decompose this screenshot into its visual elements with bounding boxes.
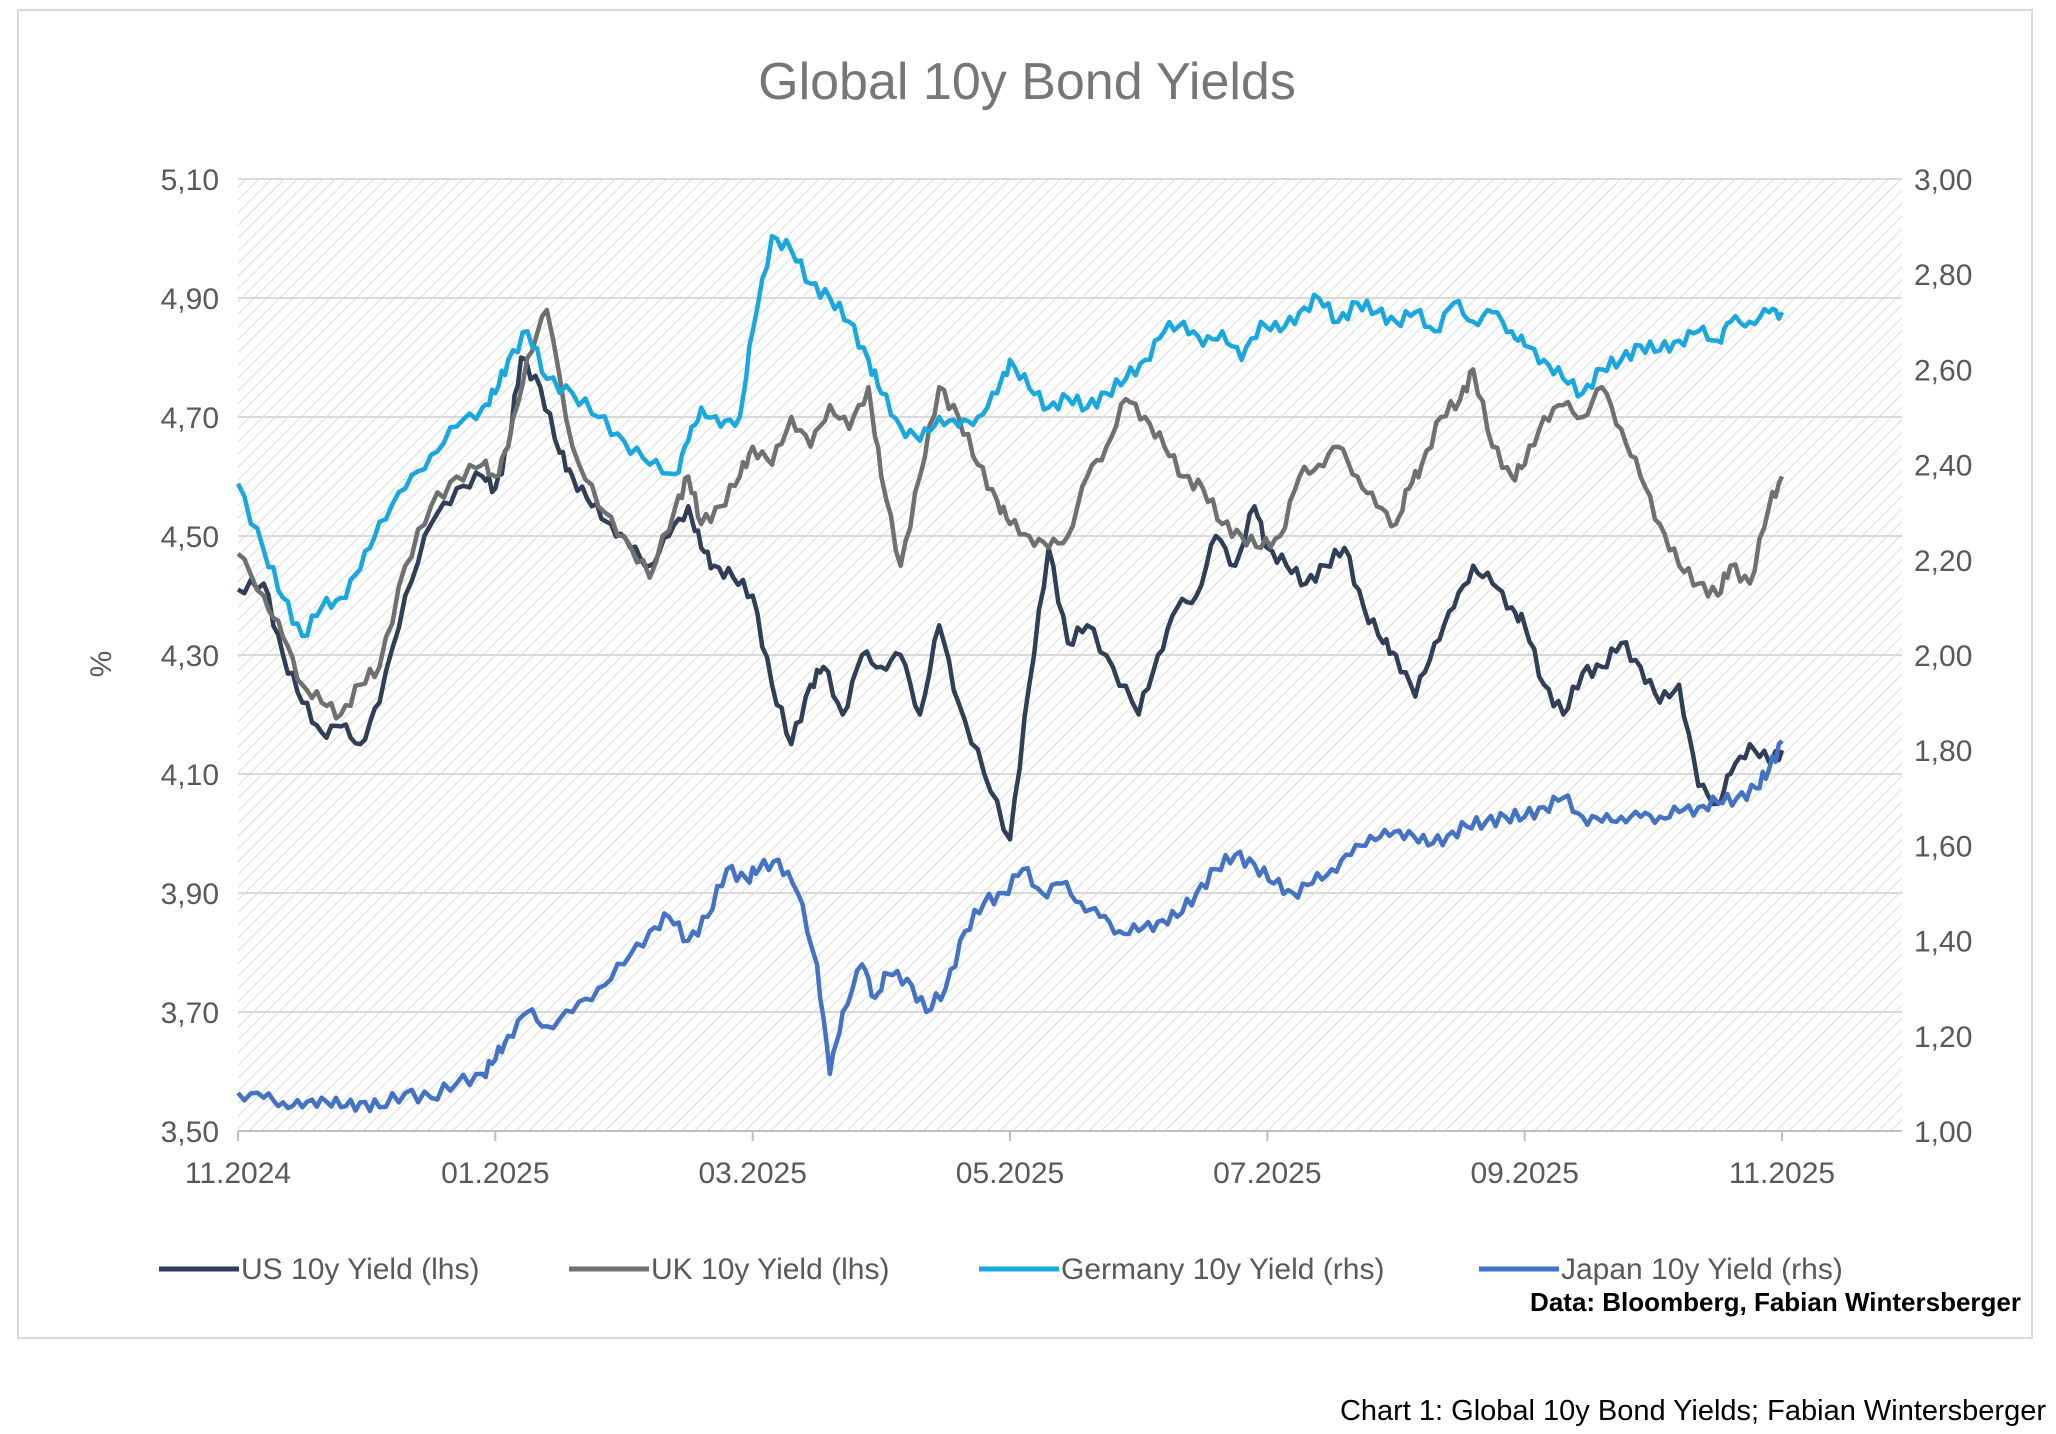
legend-label: UK 10y Yield (lhs) (651, 1253, 889, 1286)
x-tick-label: 07.2025 (1213, 1157, 1321, 1190)
y-tick-label-left: 5,10 (161, 164, 219, 197)
chart-frame: Global 10y Bond Yields 11.2024 01.2025 03.… (17, 9, 2033, 1339)
x-tick-label: 03.2025 (698, 1157, 806, 1190)
y-tick-label-left: 3,70 (161, 997, 219, 1030)
chart-title: Global 10y Bond Yields (758, 53, 1296, 111)
legend-label: Germany 10y Yield (rhs) (1061, 1253, 1384, 1286)
y-tick-label-right: 1,80 (1914, 735, 1972, 768)
legend-label: US 10y Yield (lhs) (241, 1253, 479, 1286)
y-tick-label-right: 1,40 (1914, 926, 1972, 959)
y-tick-label-right: 1,00 (1914, 1116, 1972, 1149)
y-axis-right: 1,00 1,20 1,40 1,60 1,80 2,00 2,20 2,40 2,60 2,80… (1914, 164, 1972, 1149)
legend-item: UK 10y Yield (lhs) (569, 1253, 889, 1286)
x-tick-label: 11.2025 (1729, 1157, 1835, 1190)
legend-item: Japan 10y Yield (rhs) (1479, 1253, 1843, 1286)
series-line-us-10y-yield (236, 355, 1785, 842)
y-tick-label-left: 3,50 (161, 1116, 219, 1149)
y-tick-label-right: 1,60 (1914, 830, 1972, 863)
y-tick-label-right: 2,60 (1914, 354, 1972, 387)
series-lines (235, 233, 1785, 1114)
y-tick-label-right: 3,00 (1914, 164, 1972, 197)
x-tick-label: 09.2025 (1470, 1157, 1578, 1190)
x-tick-label: 01.2025 (441, 1157, 549, 1190)
chart-svg: Global 10y Bond Yields 11.2024 01.2025 03.… (85, 53, 2021, 1317)
series-line-germany-10y-yield (235, 233, 1785, 639)
y-tick-label-left: 4,10 (161, 759, 219, 792)
y-axis-left: 3,50 3,70 3,90 4,10 4,30 4,50 4,70 4,90 5,10 (161, 164, 219, 1149)
y-tick-label-right: 2,20 (1914, 545, 1972, 578)
figure-caption: Chart 1: Global 10y Bond Yields; Fabian … (1339, 1395, 2046, 1427)
y-tick-label-left: 3,90 (161, 878, 219, 911)
x-tick-label: 05.2025 (956, 1157, 1064, 1190)
y-tick-label-left: 4,30 (161, 640, 219, 673)
series-line-uk-10y-yield (236, 307, 1785, 721)
y-tick-label-left: 4,90 (161, 283, 219, 316)
x-axis: 11.2024 01.2025 03.2025 05.2025 07.2025 09.20… (185, 1130, 1902, 1190)
y-axis-label: % (85, 651, 118, 678)
y-tick-label-left: 4,70 (161, 402, 219, 435)
y-tick-label-right: 2,00 (1914, 640, 1972, 673)
y-tick-label-right: 2,40 (1914, 450, 1972, 483)
y-tick-label-right: 2,80 (1914, 259, 1972, 292)
source-note: Data: Bloomberg, Fabian Wintersberger (1530, 1287, 2021, 1317)
y-tick-label-right: 1,20 (1914, 1021, 1972, 1054)
legend-item: US 10y Yield (lhs) (159, 1253, 479, 1286)
legend: US 10y Yield (lhs) UK 10y Yield (lhs) Germ… (159, 1253, 1843, 1286)
x-tick-label: 11.2024 (185, 1157, 291, 1190)
legend-label: Japan 10y Yield (rhs) (1561, 1253, 1843, 1286)
y-tick-label-left: 4,50 (161, 521, 219, 554)
series-line-japan-10y-yield (236, 739, 1784, 1114)
legend-item: Germany 10y Yield (rhs) (979, 1253, 1384, 1286)
